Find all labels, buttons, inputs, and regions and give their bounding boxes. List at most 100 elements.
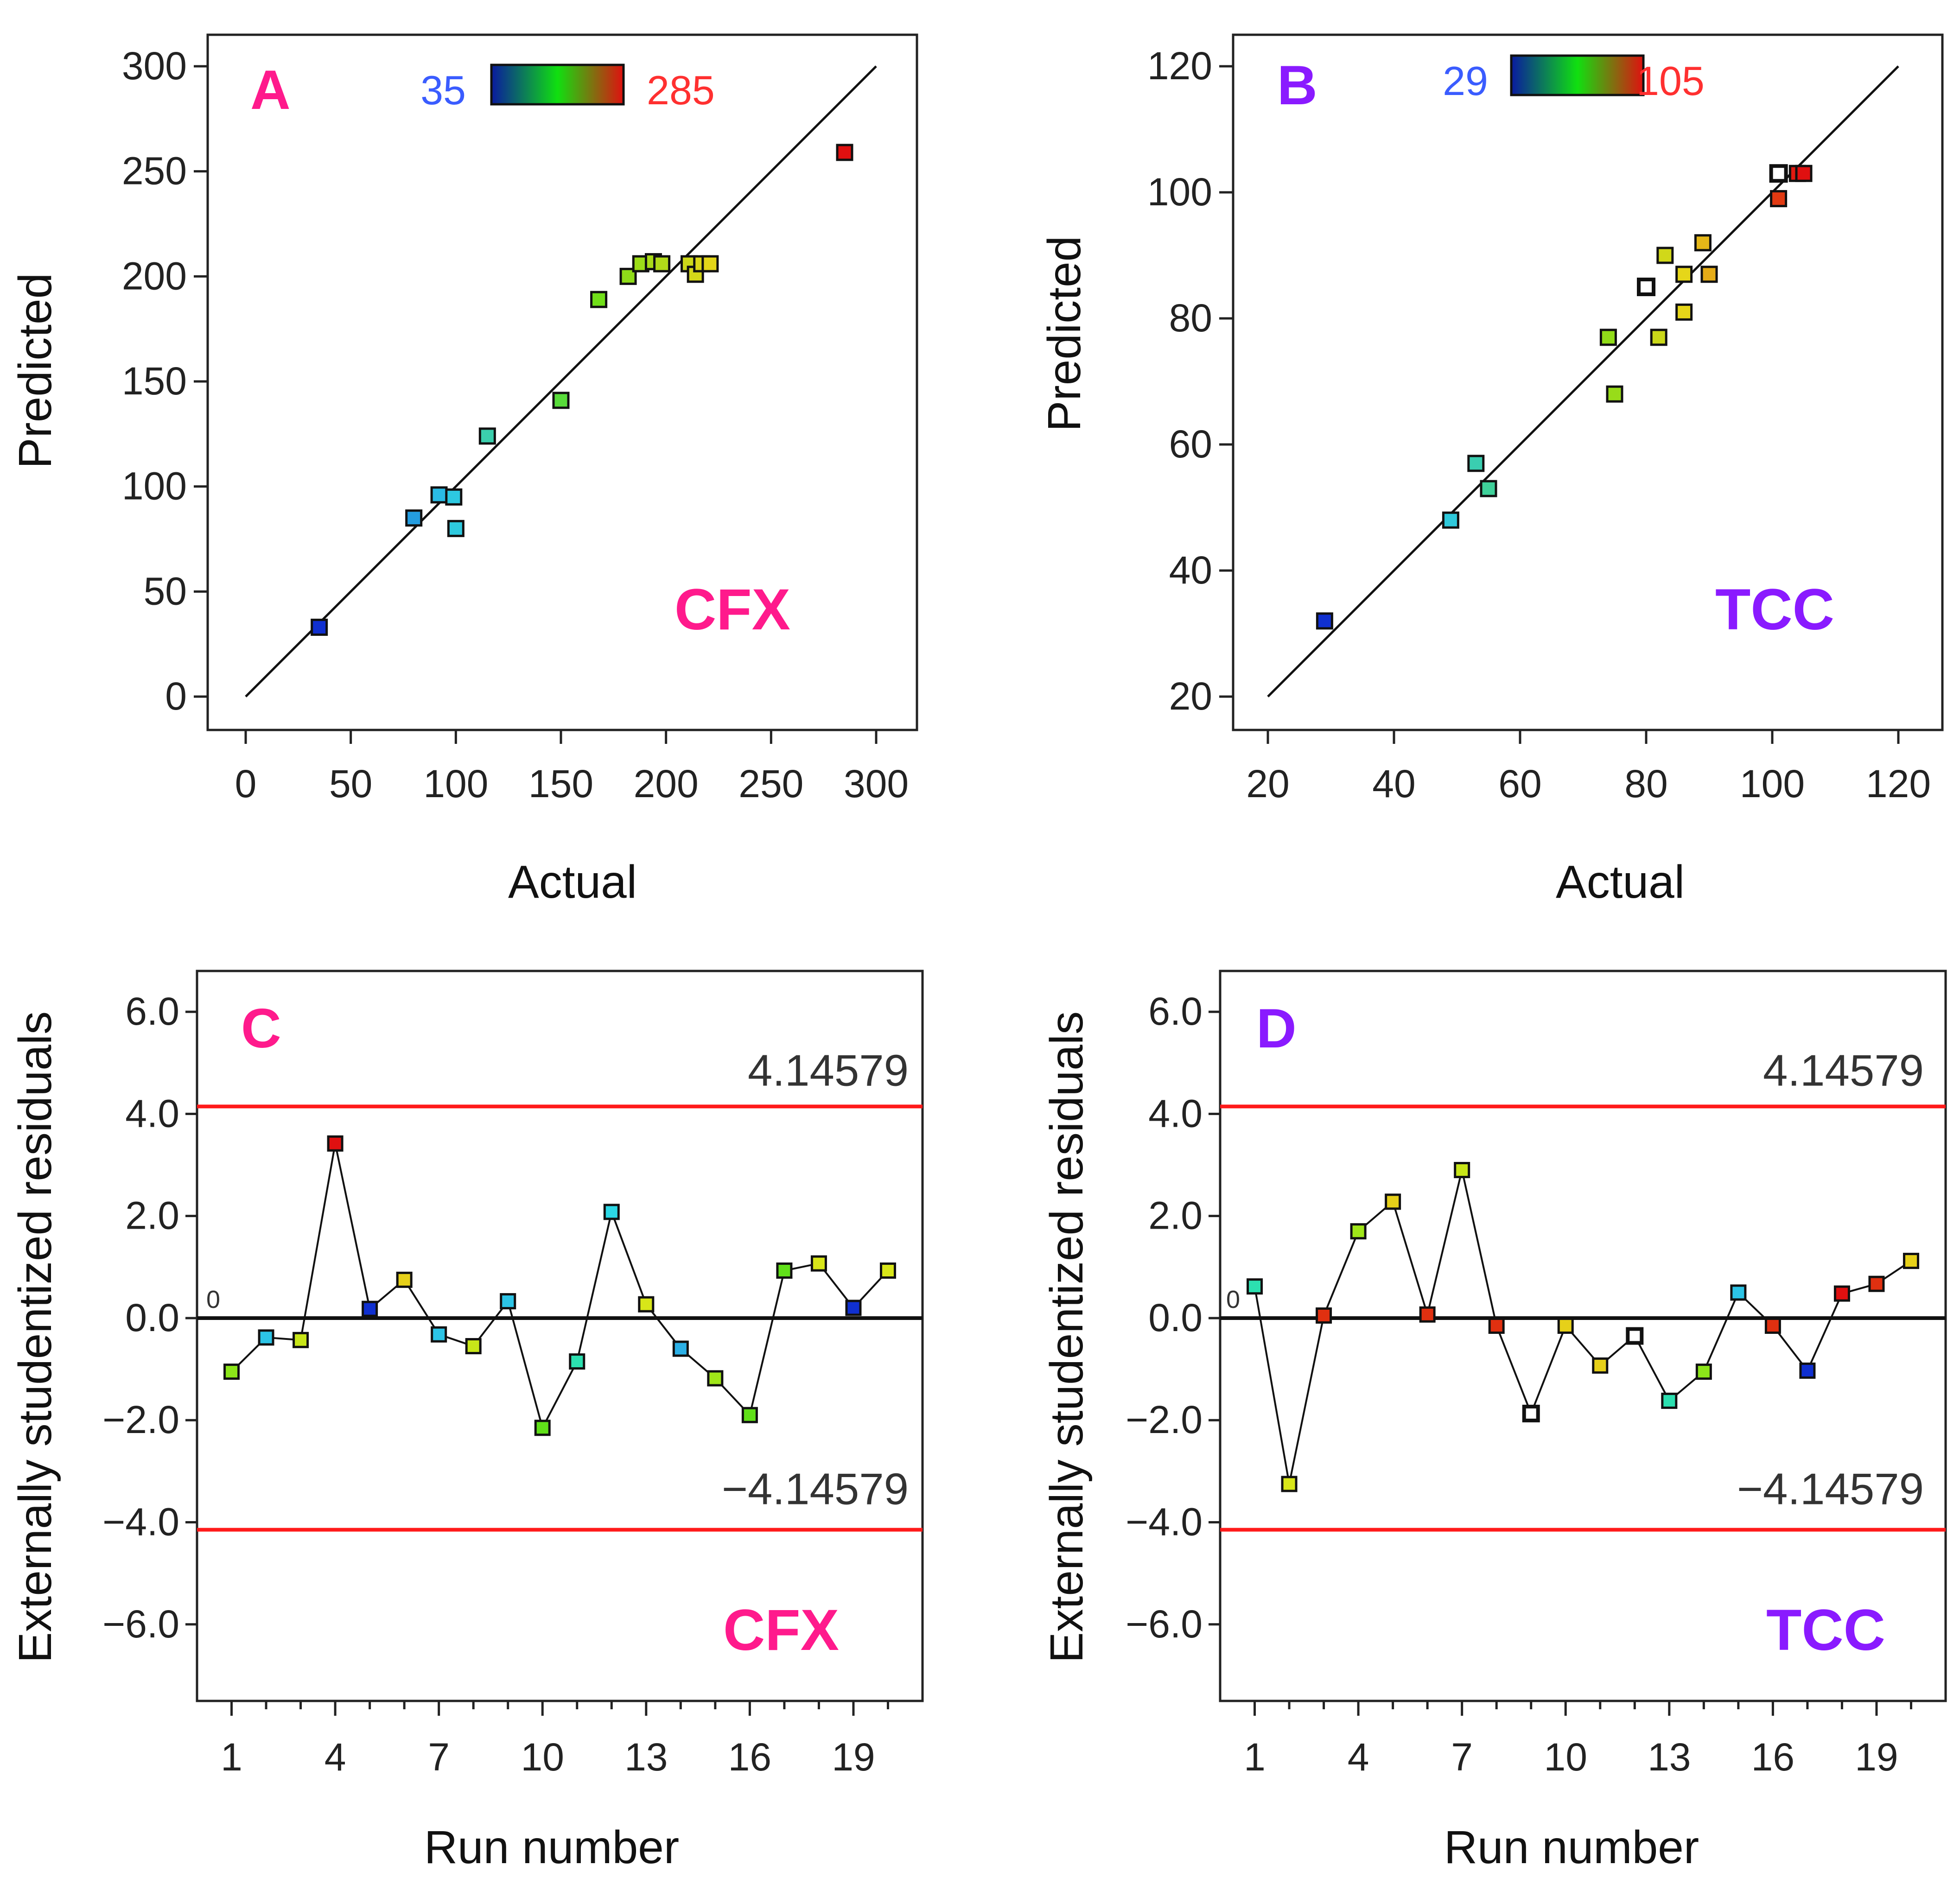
data-point xyxy=(1795,165,1813,182)
y-tick-label: 120 xyxy=(1147,44,1212,88)
residual-point xyxy=(293,1332,309,1348)
x-tick-label: 150 xyxy=(528,762,593,806)
data-point xyxy=(619,267,637,285)
residual-point xyxy=(1454,1162,1470,1179)
residual-point xyxy=(362,1300,378,1317)
panel-a-y-title: Predicted xyxy=(9,273,61,469)
residual-point xyxy=(1316,1307,1332,1324)
panel-c-corner-label: CFX xyxy=(723,1598,839,1662)
residual-point xyxy=(638,1296,655,1313)
x-tick-label: 10 xyxy=(521,1735,564,1779)
data-point xyxy=(1650,329,1667,346)
panel-b-corner-label: TCC xyxy=(1715,577,1834,642)
x-tick-label: 250 xyxy=(738,762,803,806)
x-tick-label: 13 xyxy=(624,1735,668,1779)
residual-point xyxy=(431,1326,447,1343)
residual-point xyxy=(327,1135,344,1152)
panel-b-letter: B xyxy=(1277,54,1317,116)
panel-c-points xyxy=(223,1135,896,1436)
panel-a-points xyxy=(311,144,853,636)
panel-d-corner-label: TCC xyxy=(1766,1598,1885,1662)
y-tick-label: 0.0 xyxy=(125,1296,179,1339)
y-tick-label: 4.0 xyxy=(125,1091,179,1135)
x-tick-label: 50 xyxy=(329,762,372,806)
x-tick-label: 7 xyxy=(1451,1735,1473,1779)
data-point xyxy=(1656,247,1674,264)
x-tick-label: 20 xyxy=(1246,762,1289,806)
panel-c-x-ticks: 1 4 7 10 13 16 19 xyxy=(221,1701,889,1779)
y-tick-label: −2.0 xyxy=(1126,1398,1203,1441)
panel-b-points xyxy=(1316,164,1813,630)
y-tick-label: 2.0 xyxy=(1148,1194,1203,1237)
x-tick-label: 200 xyxy=(634,762,699,806)
y-tick-label: 60 xyxy=(1169,422,1212,466)
data-point xyxy=(1442,511,1459,529)
y-tick-label: 100 xyxy=(1147,170,1212,214)
y-tick-label: 50 xyxy=(144,569,187,613)
x-tick-label: 300 xyxy=(844,762,909,806)
data-point xyxy=(1467,455,1485,472)
residual-point xyxy=(1281,1476,1298,1492)
panel-b-scale-max: 105 xyxy=(1636,58,1705,104)
residual-point xyxy=(603,1204,620,1220)
data-point xyxy=(445,488,463,506)
x-tick-label: 100 xyxy=(1740,762,1805,806)
x-tick-label: 100 xyxy=(423,762,488,806)
x-tick-label: 7 xyxy=(428,1735,450,1779)
residual-point xyxy=(1799,1362,1816,1379)
y-tick-label: −6.0 xyxy=(1126,1602,1203,1646)
x-tick-label: 16 xyxy=(1751,1735,1795,1779)
panel-a-x-title: Actual xyxy=(508,856,637,908)
panel-b-x-title: Actual xyxy=(1556,856,1685,908)
residual-point xyxy=(1661,1392,1678,1409)
residual-point xyxy=(741,1407,758,1423)
panel-a-corner-label: CFX xyxy=(675,577,790,642)
y-tick-label: −6.0 xyxy=(102,1602,179,1646)
y-tick-label: 150 xyxy=(122,359,187,403)
x-tick-label: 19 xyxy=(1855,1735,1898,1779)
residual-point xyxy=(534,1420,551,1436)
panel-b-y-title: Predicted xyxy=(1038,236,1090,431)
y-tick-label: 250 xyxy=(122,149,187,193)
data-point xyxy=(447,520,465,537)
x-tick-label: 16 xyxy=(728,1735,771,1779)
panel-d-points xyxy=(1247,1162,1919,1492)
residual-point xyxy=(672,1340,689,1357)
data-point xyxy=(552,392,570,409)
residual-point xyxy=(1419,1306,1436,1323)
panel-d-x-ticks: 1 4 7 10 13 16 19 xyxy=(1244,1701,1912,1779)
y-tick-label: 0.0 xyxy=(1148,1296,1203,1339)
data-point xyxy=(1675,303,1693,321)
data-point xyxy=(405,509,423,527)
x-tick-label: 0 xyxy=(235,762,257,806)
residual-point xyxy=(1868,1275,1885,1292)
residual-point xyxy=(1350,1223,1367,1240)
x-tick-label: 4 xyxy=(325,1735,346,1779)
y-tick-label: −2.0 xyxy=(102,1398,179,1441)
residual-point xyxy=(223,1364,240,1380)
y-tick-label: −4.0 xyxy=(102,1500,179,1544)
residual-point xyxy=(1764,1317,1781,1334)
residual-point xyxy=(707,1370,724,1387)
residual-point xyxy=(1833,1285,1850,1302)
residual-point xyxy=(1730,1284,1747,1301)
y-tick-label: 6.0 xyxy=(125,990,179,1033)
panel-c-upper-limit-label: 4.14579 xyxy=(748,1046,909,1095)
residual-point xyxy=(465,1338,482,1355)
residual-point xyxy=(1557,1317,1574,1334)
panel-c-lower-limit-label: −4.14579 xyxy=(722,1465,909,1514)
panel-d-residual-line xyxy=(1254,1170,1912,1484)
data-point xyxy=(1694,234,1712,252)
residual-point xyxy=(1522,1404,1540,1422)
data-point xyxy=(478,427,496,445)
data-point xyxy=(1769,164,1788,183)
residual-point xyxy=(500,1293,516,1310)
x-tick-label: 10 xyxy=(1544,1735,1587,1779)
y-tick-label: −4.0 xyxy=(1126,1500,1203,1544)
data-point xyxy=(836,144,853,161)
data-point xyxy=(1316,612,1333,630)
panel-b-y-ticks: 20 40 60 80 100 120 xyxy=(1147,44,1233,718)
panel-d-plot-frame xyxy=(1219,970,1947,1702)
